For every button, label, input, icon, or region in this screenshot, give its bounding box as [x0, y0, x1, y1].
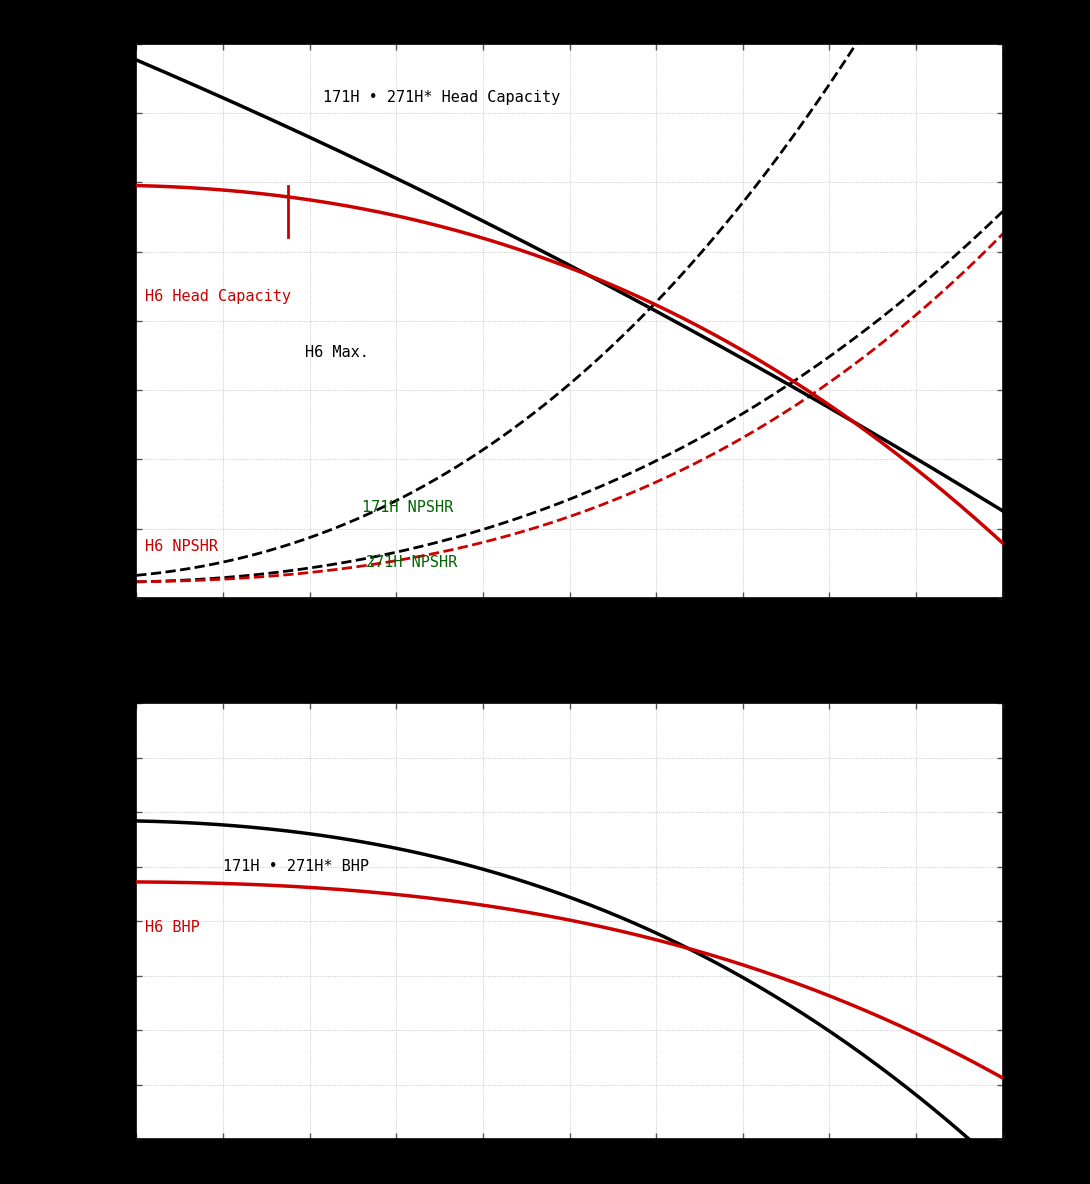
Text: H6 BHP: H6 BHP [145, 920, 199, 935]
Text: 271H NPSHR: 271H NPSHR [366, 555, 457, 571]
Text: 171H • 271H* Head Capacity: 171H • 271H* Head Capacity [323, 90, 560, 105]
Text: 171H • 271H* BHP: 171H • 271H* BHP [223, 860, 368, 874]
Text: H6 Max.: H6 Max. [305, 345, 370, 360]
Text: 171H NPSHR: 171H NPSHR [362, 500, 452, 515]
Text: H6 NPSHR: H6 NPSHR [145, 539, 218, 554]
Text: H6 Head Capacity: H6 Head Capacity [145, 289, 291, 304]
